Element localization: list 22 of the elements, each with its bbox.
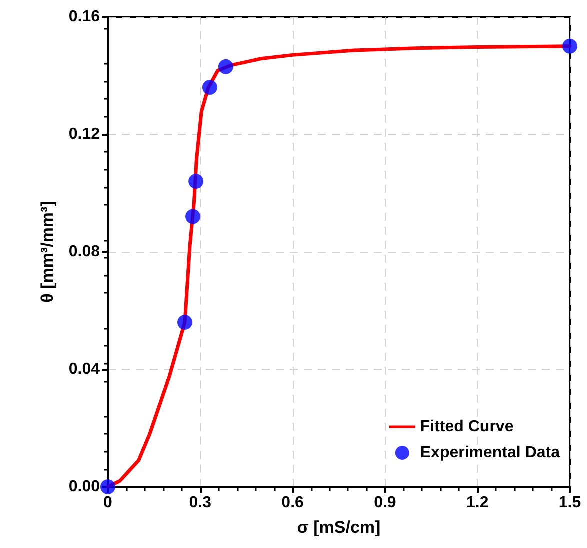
x-tick-label: 1.2: [466, 494, 489, 512]
point: [202, 80, 218, 95]
x-tick-label: 0.9: [374, 494, 396, 512]
x-tick-label: 1.5: [558, 494, 582, 512]
x-tick-label: 0.6: [282, 494, 304, 512]
point: [218, 59, 234, 74]
legend-label: Experimental Data: [420, 444, 560, 462]
y-tick-label: 0.16: [68, 8, 100, 26]
x-tick-label: 0.3: [189, 494, 212, 512]
point: [186, 209, 201, 224]
y-tick-label: 0.12: [68, 126, 100, 143]
x-axis-title: σ [mS/cm]: [297, 518, 381, 537]
point: [188, 174, 204, 189]
point: [100, 480, 116, 494]
y-tick-label: 0.04: [68, 361, 100, 378]
point: [178, 315, 192, 330]
legend-label: Fitted Curve: [420, 418, 514, 436]
y-axis-title: θ [mm³/mm³]: [38, 201, 57, 303]
y-tick-label: 0.00: [68, 478, 100, 496]
y-tick-label: 0.08: [68, 244, 100, 260]
x-tick-label: 0: [104, 494, 113, 512]
point: [562, 38, 578, 54]
